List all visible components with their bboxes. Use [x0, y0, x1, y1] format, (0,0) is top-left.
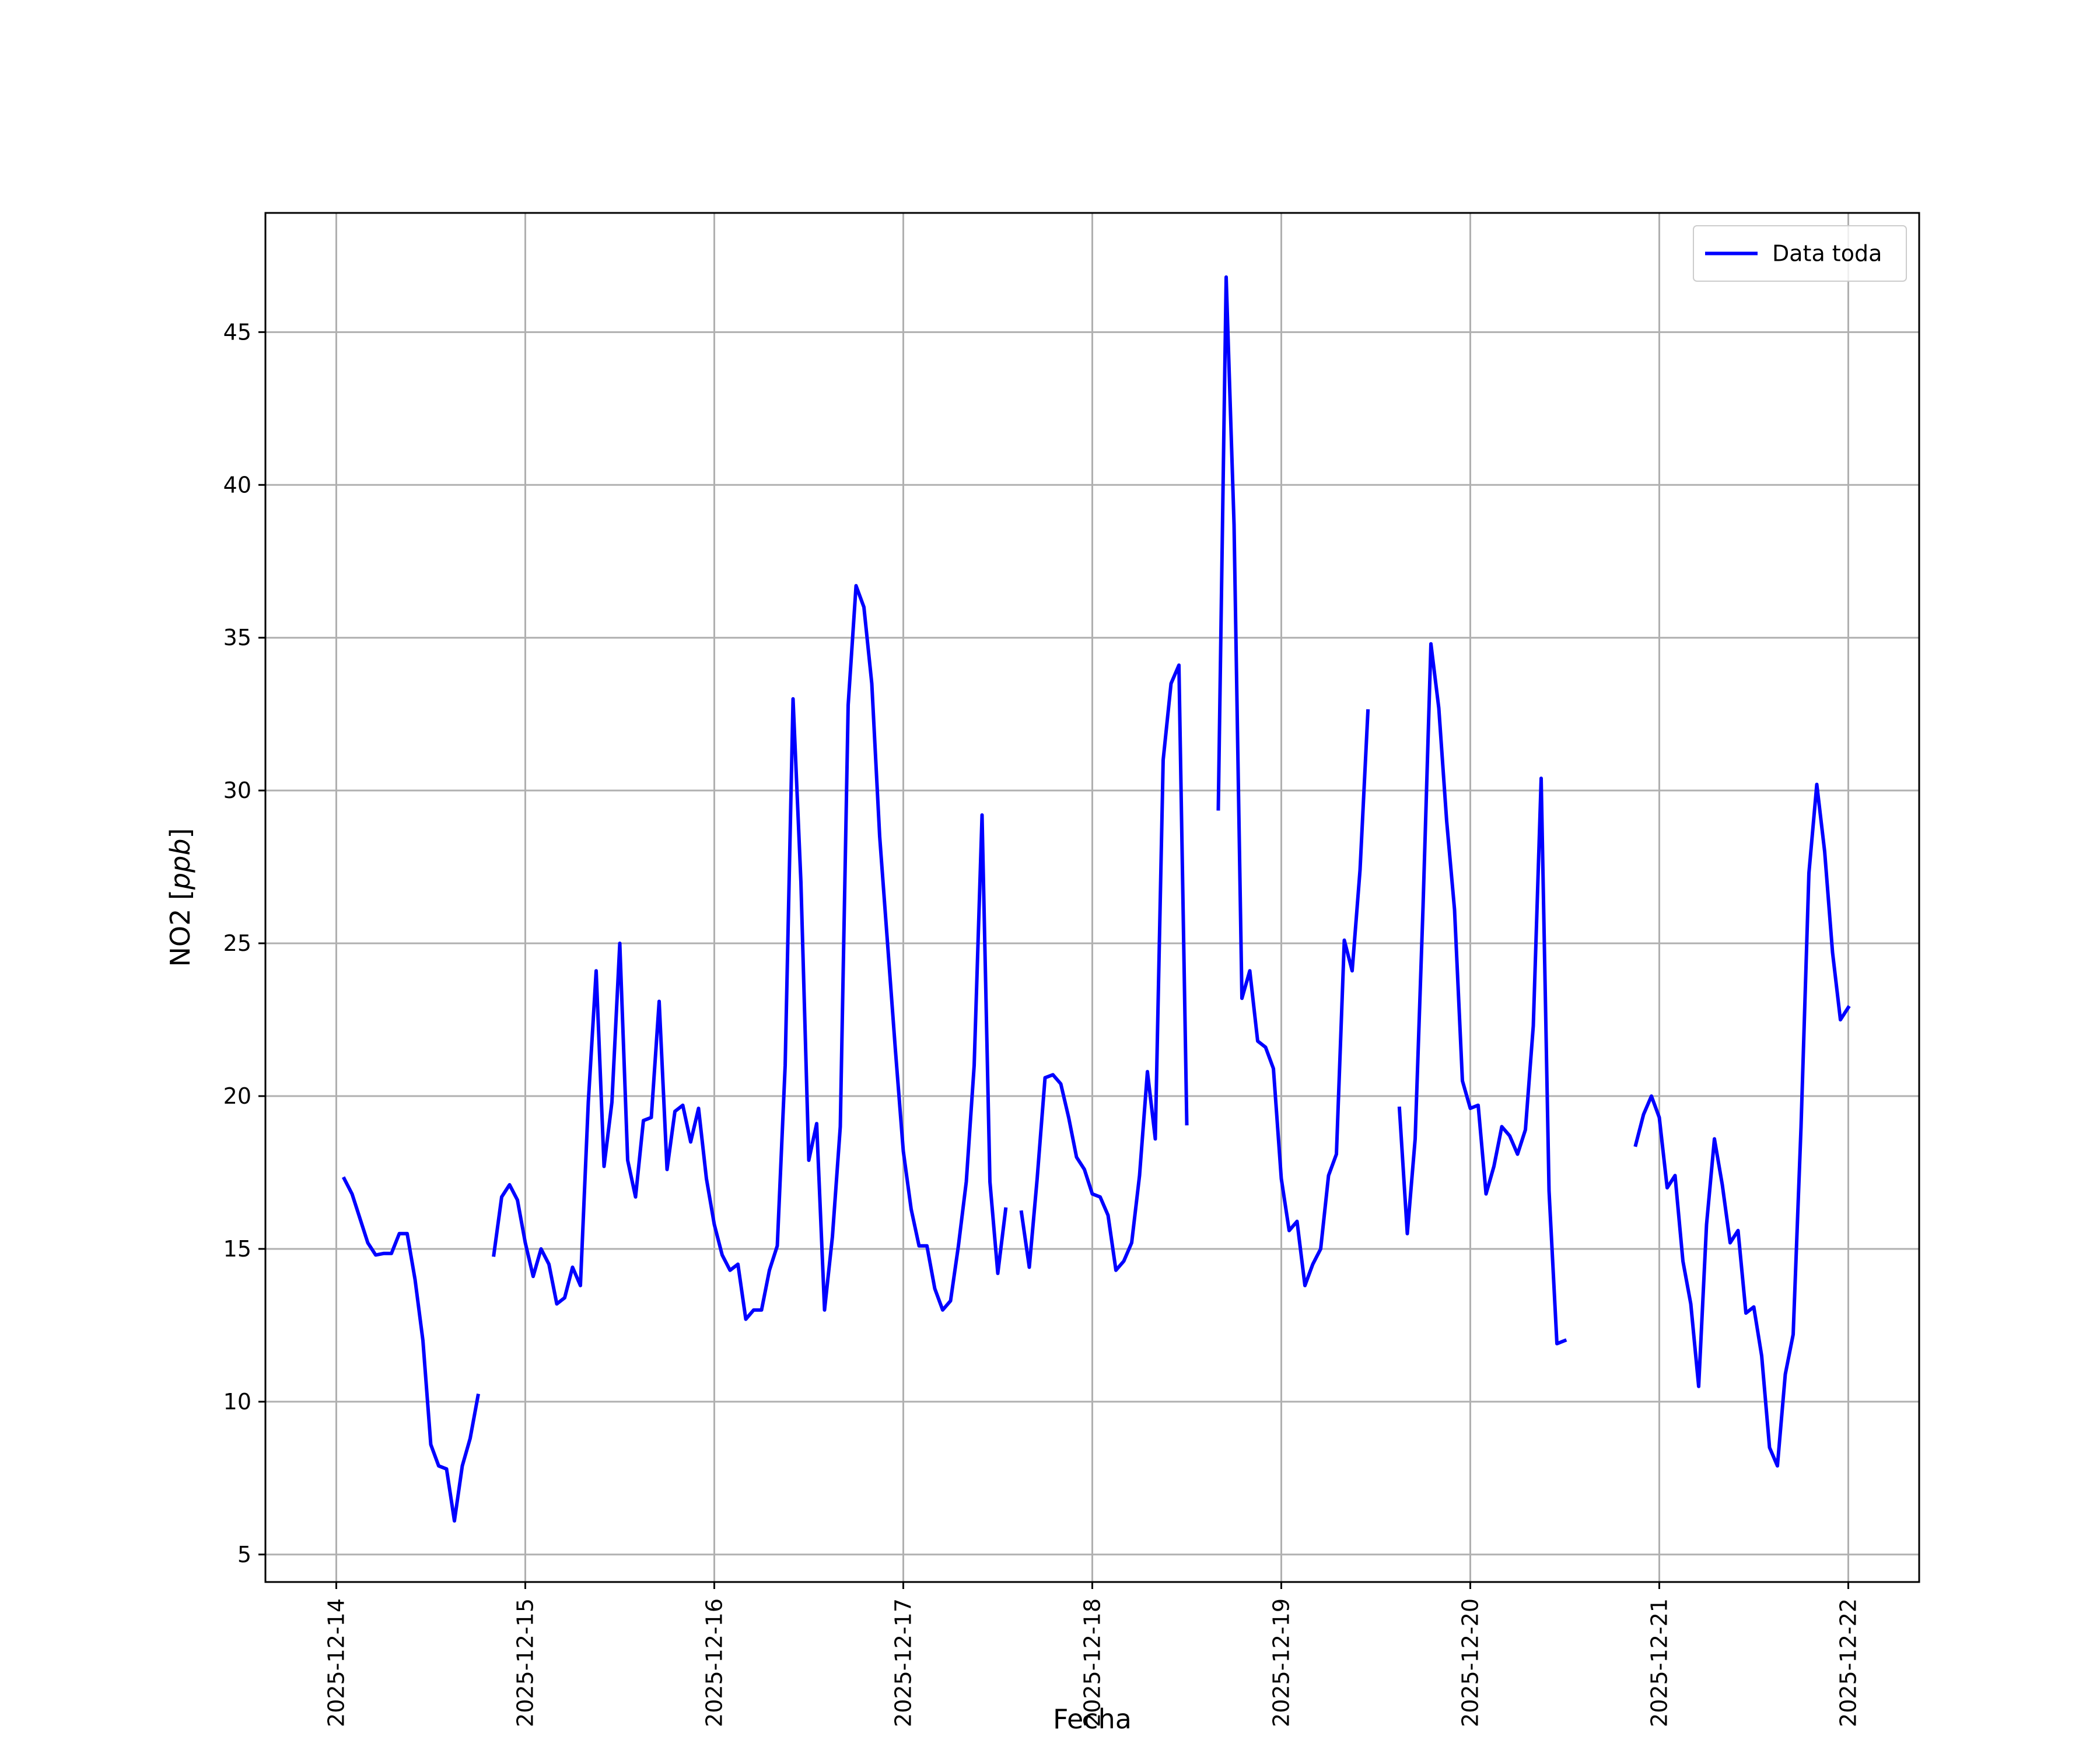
y-tick-label: 30	[223, 778, 251, 803]
x-tick-label: 2025-12-17	[891, 1598, 916, 1727]
legend-label-data-toda: Data toda	[1772, 241, 1882, 267]
x-tick-label: 2025-12-16	[702, 1598, 727, 1727]
y-tick-label: 20	[223, 1083, 251, 1109]
y-axis-title: NO2 [ppb]	[164, 828, 196, 967]
series-lines	[341, 275, 1851, 1523]
legend: Data toda	[1693, 225, 1907, 282]
x-axis-ticks: 2025-12-14 2025-12-15 2025-12-16 2025-12-17…	[324, 1582, 1861, 1727]
y-tick-label: 35	[223, 625, 251, 650]
series-line-segment	[1633, 782, 1851, 1468]
x-tick-label: 2025-12-15	[513, 1598, 538, 1727]
x-tick-label: 2025-12-14	[324, 1598, 349, 1727]
x-tick-label: 2025-12-18	[1080, 1598, 1105, 1727]
x-tick-label: 2025-12-21	[1647, 1598, 1672, 1727]
x-tick-label: 2025-12-22	[1836, 1598, 1861, 1727]
series-line-segment	[341, 1176, 480, 1523]
y-tick-label: 10	[223, 1389, 251, 1415]
x-tick-label: 2025-12-19	[1269, 1598, 1294, 1727]
x-axis-title: Fecha	[1053, 1703, 1132, 1735]
legend-box	[1693, 225, 1907, 282]
y-tick-label: 45	[223, 319, 251, 345]
series-line-segment	[1397, 642, 1567, 1346]
y-axis-title-close: ]	[164, 828, 196, 838]
y-tick-label: 5	[237, 1542, 251, 1567]
series-line-segment	[1216, 275, 1370, 1287]
series-line-segment	[1019, 663, 1189, 1272]
y-axis-ticks: 5 10 15 20 25 30 35 40 45	[223, 319, 265, 1567]
series-line-segment	[492, 584, 1008, 1321]
x-tick-label: 2025-12-20	[1458, 1598, 1483, 1727]
y-tick-label: 15	[223, 1236, 251, 1262]
y-tick-label: 25	[223, 930, 251, 956]
y-tick-label: 40	[223, 472, 251, 498]
y-axis-title-main: NO2 [	[164, 890, 196, 967]
y-axis-title-unit: ppb	[164, 838, 196, 890]
grid	[265, 213, 1919, 1582]
